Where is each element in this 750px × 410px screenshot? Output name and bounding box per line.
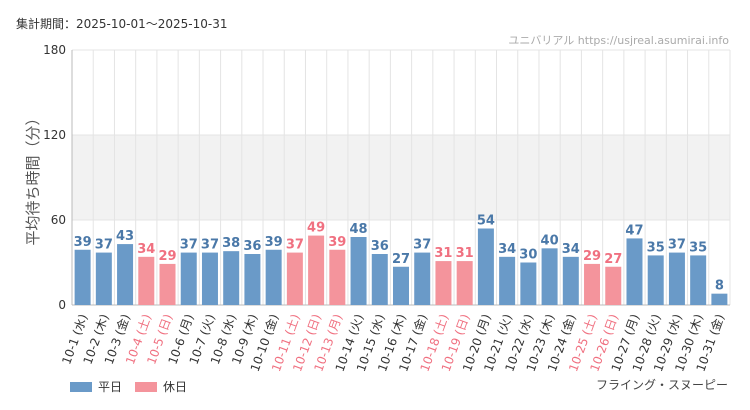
bar bbox=[393, 266, 409, 305]
bar-value-label: 35 bbox=[647, 240, 665, 255]
y-tick-label: 180 bbox=[43, 43, 66, 57]
bar-value-label: 35 bbox=[689, 240, 707, 255]
bar-value-label: 29 bbox=[583, 249, 601, 264]
bar-value-label: 48 bbox=[350, 222, 368, 237]
bar-value-label: 37 bbox=[201, 238, 219, 253]
band-60-120 bbox=[72, 135, 730, 220]
watermark: ユニバリアル https://usjreal.asumirai.info bbox=[508, 34, 729, 47]
bar bbox=[520, 262, 537, 305]
bar-value-label: 39 bbox=[328, 235, 346, 250]
bar bbox=[605, 266, 622, 305]
bar bbox=[541, 248, 558, 305]
bar-value-label: 54 bbox=[477, 214, 495, 229]
bar-value-label: 34 bbox=[498, 242, 516, 257]
bar bbox=[668, 252, 685, 305]
bar bbox=[159, 263, 176, 305]
bar-value-label: 37 bbox=[95, 238, 113, 253]
bar bbox=[308, 235, 325, 305]
y-tick-label: 120 bbox=[43, 128, 66, 142]
bar-value-label: 8 bbox=[715, 279, 724, 294]
bar bbox=[477, 228, 494, 305]
bar bbox=[584, 263, 601, 305]
bar bbox=[265, 249, 282, 305]
bar-value-label: 36 bbox=[243, 239, 261, 254]
ride-name: フライング・スヌーピー bbox=[595, 378, 728, 392]
bar-value-label: 37 bbox=[180, 238, 198, 253]
bar-value-label: 34 bbox=[562, 242, 580, 257]
y-tick-label: 0 bbox=[58, 298, 66, 312]
bar bbox=[201, 252, 218, 305]
bar-value-label: 30 bbox=[519, 248, 537, 263]
bar-value-label: 36 bbox=[371, 239, 389, 254]
bar-value-label: 49 bbox=[307, 221, 325, 236]
bar bbox=[626, 238, 643, 305]
bar bbox=[647, 255, 664, 305]
bar-value-label: 47 bbox=[625, 223, 643, 238]
bar bbox=[138, 256, 155, 305]
bar-value-label: 40 bbox=[541, 233, 559, 248]
bar bbox=[562, 256, 579, 305]
y-axis-title: 平均待ち時間（分） bbox=[24, 110, 42, 245]
bar-value-label: 31 bbox=[456, 246, 474, 261]
bar bbox=[414, 252, 431, 305]
bar bbox=[350, 237, 367, 305]
legend-weekday-label: 平日 bbox=[98, 380, 123, 394]
period-label: 集計期間：2025-10-01～2025-10-31 bbox=[16, 17, 228, 31]
bar-value-label: 34 bbox=[137, 242, 155, 257]
bar bbox=[711, 293, 728, 305]
bar-value-label: 37 bbox=[286, 238, 304, 253]
bar-value-label: 27 bbox=[392, 252, 410, 267]
bar bbox=[329, 249, 346, 305]
bar bbox=[690, 255, 707, 305]
legend-holiday-label: 休日 bbox=[163, 380, 188, 394]
bar bbox=[180, 252, 197, 305]
bar-value-label: 43 bbox=[116, 229, 134, 244]
bar-value-label: 37 bbox=[413, 238, 431, 253]
legend-weekday-swatch bbox=[70, 381, 92, 392]
bar bbox=[95, 252, 112, 305]
bar bbox=[456, 261, 473, 305]
y-tick-label: 60 bbox=[51, 213, 66, 227]
bar-value-label: 37 bbox=[668, 238, 686, 253]
bar-value-label: 39 bbox=[265, 235, 283, 250]
bar bbox=[244, 254, 261, 305]
legend-holiday-swatch bbox=[135, 381, 157, 392]
legend-holiday: 休日 bbox=[135, 378, 187, 395]
bar bbox=[223, 251, 240, 305]
bar bbox=[286, 252, 303, 305]
bar-value-label: 27 bbox=[604, 252, 622, 267]
bar bbox=[499, 256, 516, 305]
bar bbox=[74, 249, 91, 305]
bar bbox=[435, 261, 452, 305]
bar bbox=[371, 254, 388, 305]
bar-value-label: 31 bbox=[434, 246, 452, 261]
bar bbox=[117, 244, 134, 305]
bar-value-label: 29 bbox=[158, 249, 176, 264]
bar-value-label: 39 bbox=[74, 235, 92, 250]
legend-weekday: 平日 bbox=[70, 378, 122, 395]
bar-value-label: 38 bbox=[222, 236, 240, 251]
